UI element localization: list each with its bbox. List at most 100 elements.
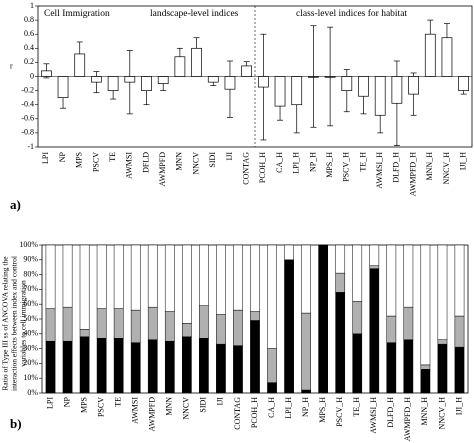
y-axis-title: Ratio of Type III ss of ANCOVA relating … <box>0 256 28 392</box>
bar-segment <box>113 337 124 394</box>
bar-segment <box>352 333 363 394</box>
x-tick-label: AWMSI_H <box>369 397 378 434</box>
bar <box>124 76 136 83</box>
y-tick-label: 0.4 <box>24 43 34 52</box>
bar-segment <box>113 308 124 339</box>
x-tick-label: SIDI <box>199 397 208 413</box>
x-tick-label: AWMPFD <box>158 152 167 187</box>
y-tick-label: 20% <box>23 358 38 367</box>
bar-segment <box>352 244 363 302</box>
bar-segment <box>62 244 73 308</box>
x-tick-label: LPI <box>45 397 54 409</box>
y-tick-label: 90% <box>23 255 38 264</box>
y-tick-label: 80% <box>23 269 38 278</box>
x-tick-label: PCOH_H <box>258 152 267 183</box>
bar <box>308 76 319 78</box>
x-tick-label: NNCV <box>191 152 200 175</box>
x-tick-label: TE <box>114 397 123 407</box>
x-tick-label: AWMSI <box>131 397 140 424</box>
panel-label: a) <box>10 197 21 212</box>
bar-segment <box>437 339 448 345</box>
x-tick-label: CONTAG <box>233 397 242 430</box>
x-tick-label: IJI_H <box>458 152 467 170</box>
y-tick-label: 30% <box>23 343 38 352</box>
bar-segment <box>403 306 414 340</box>
bar <box>424 33 436 77</box>
bar-segment <box>250 311 260 321</box>
bar-segment <box>216 343 226 394</box>
bar-segment <box>335 272 346 293</box>
x-tick-label: MPS_H <box>325 152 334 178</box>
x-tick-label: NP <box>58 151 67 162</box>
annotation: class-level indices for habitat <box>296 8 407 19</box>
x-tick-label: LPI_H <box>292 152 301 174</box>
x-tick-label: MNN_H <box>425 152 434 181</box>
bar-segment <box>79 329 90 338</box>
bar <box>157 76 169 84</box>
x-tick-label: NNCV_H <box>442 152 451 185</box>
bar-segment <box>233 244 243 311</box>
bar-segment <box>369 244 380 266</box>
bar-segment <box>454 244 465 317</box>
x-tick-label: PSCV <box>91 152 100 172</box>
bar-segment <box>369 268 380 394</box>
x-tick-label: IJI_H <box>454 397 463 415</box>
bar <box>91 76 102 83</box>
bar <box>291 76 303 106</box>
bar-segment <box>267 244 277 349</box>
bar <box>274 76 286 107</box>
x-tick-label: TE <box>108 152 117 162</box>
x-tick-label: PSCV_H <box>335 397 344 427</box>
x-tick-label: PCOH_H <box>250 397 259 428</box>
x-tick-label: AWMSI_H <box>375 152 384 189</box>
bar-segment <box>181 244 192 324</box>
bar <box>257 76 269 88</box>
bar-segment <box>233 309 243 346</box>
bar-segment <box>130 309 141 343</box>
x-tick-label: LPI_H <box>284 397 293 419</box>
bar-segment <box>164 340 175 394</box>
bar <box>141 76 152 91</box>
x-tick-label: MNN_H <box>420 397 429 426</box>
x-tick-label: IJI <box>216 397 225 406</box>
y-tick-label: -0.6 <box>21 114 34 123</box>
bar-segment <box>216 244 226 315</box>
y-tick-label: 0.6 <box>24 29 34 38</box>
panel-label: b) <box>10 416 22 431</box>
x-tick-label: MPS <box>79 397 88 413</box>
x-tick-label: MNN <box>175 152 184 171</box>
bar-segment <box>352 300 363 335</box>
bar <box>391 76 403 104</box>
y-tick-label: 100% <box>19 240 38 249</box>
bar-segment <box>335 292 346 394</box>
bar-segment <box>113 244 124 309</box>
bar-segment <box>199 305 209 339</box>
bar-segment <box>181 323 192 338</box>
bar-segment <box>181 336 192 394</box>
bar-segment <box>96 337 107 394</box>
bar-segment <box>386 244 397 317</box>
bar <box>57 76 69 98</box>
bar-segment <box>62 306 73 342</box>
bar-segment <box>45 308 56 342</box>
y-axis-title: r <box>10 61 13 70</box>
bar-segment <box>130 342 141 394</box>
x-tick-label: NNCV <box>182 397 191 420</box>
bar-segment <box>199 337 209 394</box>
bar-segment <box>216 314 226 345</box>
x-tick-label: AWMPFD_H <box>408 152 417 196</box>
bar-segment <box>318 244 329 394</box>
bar-segment <box>96 244 107 309</box>
bar-segment <box>147 244 158 308</box>
bar-segment <box>45 340 56 394</box>
bar <box>441 37 453 77</box>
bar <box>374 76 386 116</box>
y-tick-label: 1 <box>30 1 34 10</box>
x-tick-label: CA_H <box>267 397 276 418</box>
x-tick-label: MNN <box>165 397 174 416</box>
x-tick-label: DLFD_H <box>386 397 395 428</box>
bar <box>324 76 336 78</box>
y-tick-label: 0.2 <box>24 57 34 66</box>
bar-segment <box>301 389 311 394</box>
